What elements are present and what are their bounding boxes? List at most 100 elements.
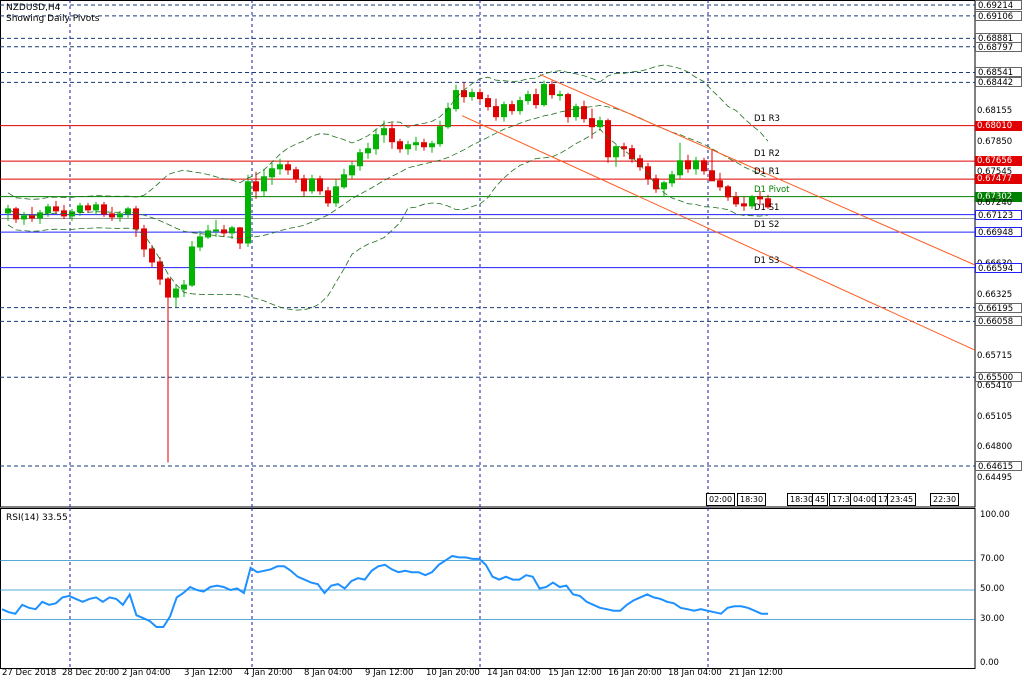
bull-candle	[261, 176, 267, 192]
bull-candle	[381, 128, 387, 136]
bear-candle	[493, 106, 499, 118]
rsi-label: RSI(14) 33.55	[6, 513, 68, 523]
rsi-panel[interactable]	[0, 508, 1024, 683]
time-marker-box[interactable]: 22:30	[930, 493, 960, 506]
bear-candle	[285, 164, 291, 171]
price-tick-label: 0.68797	[975, 41, 1022, 53]
time-marker-box[interactable]: 23:45	[887, 493, 917, 506]
bear-candle	[101, 204, 107, 215]
time-marker-box[interactable]: 18:30	[737, 493, 767, 506]
bull-candle	[5, 208, 11, 214]
pivot-label: D1 Pivot	[754, 184, 790, 195]
bear-candle	[589, 118, 595, 128]
channel-upper-line	[539, 74, 976, 266]
bull-candle	[613, 146, 619, 158]
bull-candle	[357, 152, 363, 167]
bear-candle	[53, 206, 59, 212]
pivot-label: D1 R2	[754, 149, 780, 160]
bear-candle	[733, 196, 739, 205]
price-tick-label: 0.67302	[975, 191, 1022, 202]
bull-candle	[117, 213, 123, 218]
bear-candle	[253, 181, 259, 192]
time-axis-label: 9 Jan 12:00	[365, 668, 414, 678]
bull-candle	[693, 160, 699, 170]
price-tick-label: 0.65500	[975, 372, 1022, 383]
bollinger-lower	[7, 128, 769, 311]
pivot-label: D1 S2	[754, 220, 780, 231]
bear-candle	[109, 213, 115, 218]
price-tick-label: 0.65715	[977, 350, 1013, 361]
price-plot-frame	[0, 0, 976, 508]
bear-candle	[701, 160, 707, 172]
bull-candle	[21, 215, 27, 220]
time-axis-label: 27 Dec 2018	[2, 668, 57, 678]
bull-candle	[557, 94, 563, 97]
bull-candle	[269, 168, 275, 178]
bear-candle	[85, 205, 91, 211]
bull-candle	[517, 100, 523, 112]
bollinger-upper	[7, 64, 769, 200]
bull-candle	[45, 206, 51, 214]
price-tick-label: 0.66594	[975, 262, 1022, 274]
bear-candle	[485, 98, 491, 108]
rsi-tick-label: 70.00	[980, 554, 1005, 565]
bull-candle	[597, 120, 603, 128]
bull-candle	[189, 246, 195, 286]
rsi-tick-label: 30.00	[980, 613, 1005, 624]
price-tick-label: 0.68442	[975, 77, 1022, 88]
bull-candle	[245, 181, 251, 244]
pivot-label: D1 S1	[754, 202, 780, 213]
price-tick-label: 0.66325	[977, 289, 1013, 300]
bear-candle	[533, 94, 539, 106]
bear-candle	[637, 158, 643, 168]
time-axis-label: 2 Jan 04:00	[122, 668, 171, 678]
time-axis-label: 15 Jan 12:00	[548, 668, 602, 678]
price-tick-label: 0.67545	[977, 167, 1013, 178]
time-marker-box[interactable]: 02:00	[706, 493, 736, 506]
bear-candle	[765, 198, 771, 208]
price-chart[interactable]	[0, 0, 1024, 508]
bear-candle	[709, 170, 715, 182]
price-tick-label: 0.64495	[977, 473, 1013, 483]
rsi-tick-label: 0.00	[980, 658, 999, 668]
bull-candle	[197, 236, 203, 248]
bull-candle	[277, 164, 283, 170]
bear-candle	[133, 208, 139, 230]
price-tick-label: 0.67240	[977, 197, 1013, 208]
bull-candle	[365, 148, 371, 154]
bear-candle	[725, 186, 731, 198]
bull-candle	[213, 229, 219, 232]
bull-candle	[341, 174, 347, 188]
bull-candle	[677, 160, 683, 176]
bear-candle	[221, 229, 227, 234]
time-axis-label: 10 Jan 20:00	[426, 668, 480, 678]
bear-candle	[757, 196, 763, 200]
bear-candle	[605, 120, 611, 158]
price-tick-label: 0.65410	[977, 381, 1013, 392]
bear-candle	[509, 104, 515, 112]
bull-candle	[333, 186, 339, 204]
time-axis-label: 21 Jan 12:00	[729, 668, 783, 678]
symbol-label: NZDUSD,H4	[6, 3, 61, 13]
rsi-plot-frame	[0, 508, 976, 669]
bear-candle	[741, 203, 747, 207]
time-axis-label: 28 Dec 20:00	[62, 668, 120, 678]
bull-candle	[437, 126, 443, 145]
price-tick-label: 0.67477	[975, 174, 1022, 185]
time-marker-box[interactable]: 45	[812, 493, 829, 506]
bull-candle	[573, 106, 579, 118]
bull-candle	[445, 108, 451, 128]
time-marker-box[interactable]: 17:3	[829, 493, 853, 506]
price-tick-label: 0.69106	[975, 10, 1022, 22]
price-tick-label: 0.68010	[975, 120, 1022, 131]
bull-candle	[69, 211, 75, 217]
price-tick-label: 0.67656	[975, 156, 1022, 167]
price-tick-label: 0.66195	[975, 302, 1022, 314]
price-tick-label: 0.64615	[975, 460, 1022, 472]
price-tick-label: 0.67850	[977, 136, 1013, 147]
rsi-line	[1, 554, 768, 628]
bull-candle	[173, 288, 179, 298]
bull-candle	[349, 165, 355, 176]
bear-candle	[581, 106, 587, 120]
